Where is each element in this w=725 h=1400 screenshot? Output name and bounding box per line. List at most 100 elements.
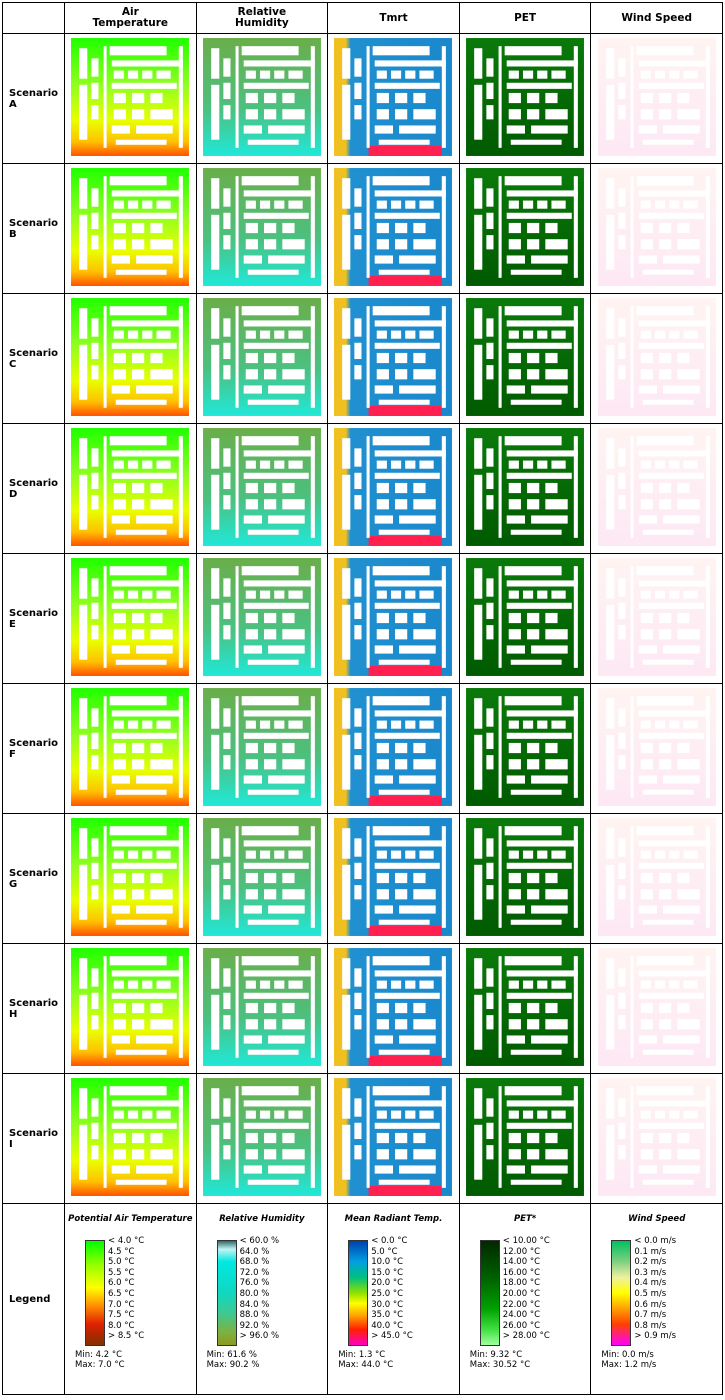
column-header: Tmrt [327, 2, 460, 34]
legend-cell: Mean Radiant Temp. < 0.0 °C 5.0 °C 10.0 °C 1… [327, 1203, 460, 1395]
legend-cell: Relative Humidity < 60.0 % 64.0 % 68.0 % 72.… [195, 1203, 329, 1395]
color-bar [611, 1240, 632, 1346]
legend-label: 72.0 % [239, 1267, 270, 1278]
row-label: Scenario G [2, 813, 65, 944]
map [597, 297, 716, 416]
map-cell [195, 163, 329, 294]
legend-cell: Wind Speed < 0.0 m/s 0.1 m/s 0.2 m/s 0.3 m/s… [590, 1203, 723, 1395]
map-field [202, 1077, 321, 1196]
legend-min: Min: 0.0 m/s [601, 1350, 654, 1360]
map [334, 557, 453, 676]
map [71, 557, 190, 676]
map-field [334, 427, 453, 546]
map [334, 947, 453, 1066]
map [466, 37, 585, 156]
map-field [597, 687, 716, 806]
map-field [71, 1077, 190, 1196]
legend-label: 0.7 m/s [634, 1310, 667, 1321]
map-cell [590, 683, 723, 814]
map-field [597, 37, 716, 156]
map [334, 37, 453, 156]
map-cell [64, 293, 197, 424]
map-cell [64, 943, 197, 1074]
legend-cell: Potential Air Temperature < 4.0 °C 4.5 °C 5… [64, 1203, 197, 1395]
map-cell [458, 423, 592, 554]
legend-title: Relative Humidity [219, 1214, 305, 1224]
map-cell [590, 163, 723, 294]
map-field [466, 817, 585, 936]
map-field [466, 167, 585, 286]
map-cell [590, 943, 723, 1074]
map [597, 167, 716, 286]
map [202, 167, 321, 286]
color-bar [348, 1240, 369, 1346]
map-field [71, 557, 190, 676]
scenario-row: Scenario C [2, 293, 723, 424]
scenario-row: Scenario G [2, 813, 723, 944]
map [466, 947, 585, 1066]
map-cell [327, 943, 460, 1074]
map [597, 427, 716, 546]
legend-label: 0.1 m/s [634, 1246, 667, 1257]
map [202, 947, 321, 1066]
min-max: Min: 1.3 °C Max: 44.0 °C [338, 1350, 459, 1370]
min-max: Min: 4.2 °C Max: 7.0 °C [75, 1350, 196, 1370]
column-title: Air Temperature [92, 6, 169, 29]
map [466, 297, 585, 416]
map-cell [195, 943, 329, 1074]
map-field [334, 167, 453, 286]
legend-label: > 96.0 % [239, 1331, 280, 1342]
map-cell [327, 423, 460, 554]
hot-strip [369, 405, 443, 416]
color-bar [216, 1240, 237, 1346]
legend-label: > 28.00 °C [502, 1331, 550, 1342]
map-field [334, 687, 453, 806]
map [71, 37, 190, 156]
legend-labels: < 0.0 m/s 0.1 m/s 0.2 m/s 0.3 m/s 0.4 m/s 0.5… [634, 1236, 676, 1346]
hot-strip [369, 1055, 443, 1066]
map-cell [64, 423, 197, 554]
map-field [334, 947, 453, 1066]
map-field [334, 557, 453, 676]
legend-label: 14.00 °C [502, 1257, 541, 1268]
legend-label: 7.0 °C [108, 1299, 135, 1310]
legend-cell: PET* < 10.00 °C 12.00 °C 14.00 °C 16.00 °C 18… [458, 1203, 592, 1395]
map [71, 427, 190, 546]
legend-min: Min: 4.2 °C [75, 1350, 123, 1360]
min-max: Min: 0.0 m/s Max: 1.2 m/s [601, 1350, 722, 1370]
legend-max: Max: 30.52 °C [469, 1360, 531, 1370]
map-cell [327, 683, 460, 814]
legend-max: Max: 1.2 m/s [601, 1360, 657, 1370]
legend-body: < 60.0 % 64.0 % 68.0 % 72.0 % 76.0 % 80.0 % 84… [216, 1236, 328, 1346]
map-field [71, 297, 190, 416]
map-field [202, 817, 321, 936]
legend-title: Mean Radiant Temp. [344, 1214, 443, 1224]
map-cell [327, 813, 460, 944]
scenario-row: Scenario I [2, 1073, 723, 1204]
map-cell [327, 33, 460, 164]
legend-max: Max: 7.0 °C [75, 1360, 125, 1370]
legend-label: 15.0 °C [371, 1267, 404, 1278]
legend-label: < 4.0 °C [108, 1236, 145, 1246]
legend-label: 64.0 % [239, 1246, 270, 1257]
map-field [597, 817, 716, 936]
legend-label: > 8.5 °C [108, 1331, 145, 1342]
legend-label: 35.0 °C [371, 1310, 404, 1321]
map [71, 947, 190, 1066]
map-field [334, 1077, 453, 1196]
row-label: Scenario C [2, 293, 65, 424]
map-cell [590, 1073, 723, 1204]
legend-label: 0.2 m/s [634, 1257, 667, 1268]
legend-min: Min: 61.6 % [206, 1350, 257, 1360]
map-cell [195, 293, 329, 424]
legend-row: Legend Potential Air Temperature < 4.0 °C 4… [2, 1203, 723, 1395]
map-field [334, 37, 453, 156]
map-cell [327, 163, 460, 294]
map-cell [327, 553, 460, 684]
corner-cell [2, 2, 65, 34]
row-label: Scenario B [2, 163, 65, 294]
map-field [71, 817, 190, 936]
legend-label: 5.0 °C [371, 1246, 398, 1257]
